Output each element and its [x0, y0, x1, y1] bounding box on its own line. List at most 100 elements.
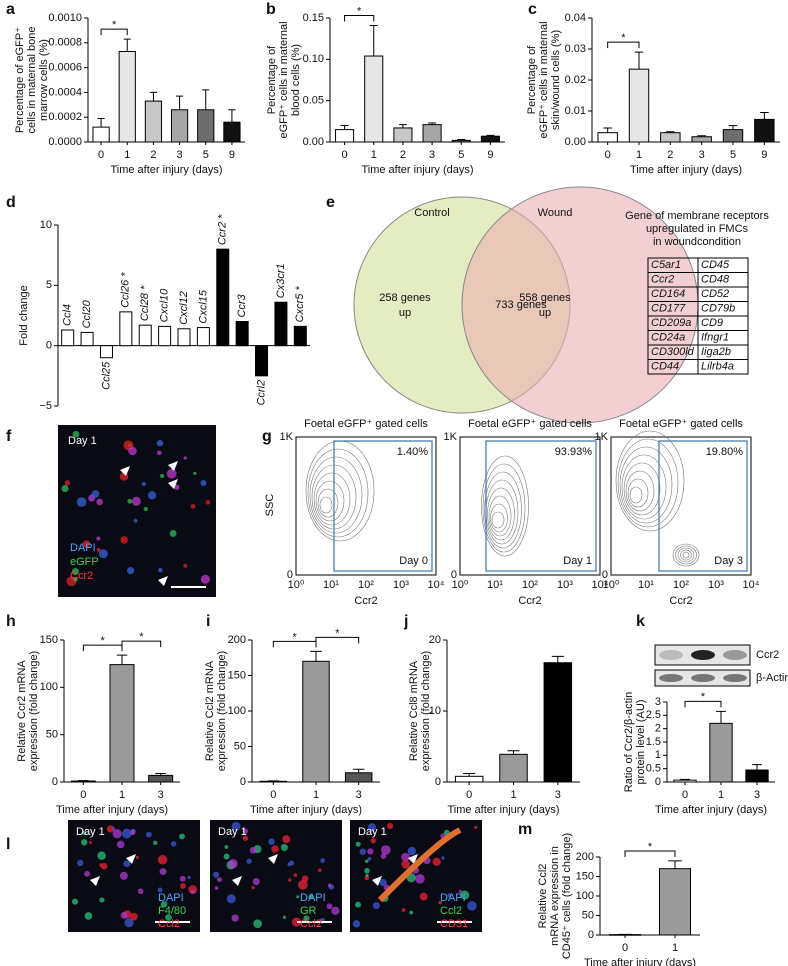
bar: [659, 868, 691, 936]
cell: [165, 914, 172, 921]
bar: [499, 753, 528, 783]
arrowhead: [408, 854, 418, 864]
bar: [92, 126, 110, 143]
x-axis-label: Time after injury (days): [630, 164, 742, 176]
cell: [242, 835, 249, 841]
x-axis-label: Time after injury (days): [584, 957, 696, 966]
contour: [629, 486, 643, 504]
y-tick-label: 0.0002: [48, 111, 82, 123]
y-axis-label: eGFP⁺ cells in maternal: [538, 21, 550, 138]
cell: [64, 480, 71, 486]
cell: [157, 855, 168, 865]
y-tick-label: 1: [655, 749, 661, 761]
bar: [274, 301, 288, 347]
panel-label: d: [6, 194, 16, 211]
panel-label: i: [206, 613, 210, 630]
cell: [301, 875, 309, 883]
cell: [91, 490, 100, 498]
panel-label: j: [403, 613, 408, 630]
y-tick-label: 0: [435, 776, 441, 788]
stain-label: CD31: [440, 918, 468, 930]
table-cell: CD24a: [651, 332, 685, 344]
bar: [543, 662, 573, 783]
cell: [200, 479, 207, 487]
stain-label: DAPI: [440, 892, 466, 904]
cell: [147, 491, 157, 500]
cell: [111, 827, 116, 831]
cell: [121, 828, 132, 839]
y-tick-label: 150: [576, 870, 594, 882]
cell: [441, 856, 445, 860]
cell: [327, 883, 332, 888]
bar: [170, 109, 189, 143]
cell: [157, 887, 163, 893]
x-tick-label: Cxcl15: [197, 289, 209, 324]
cell: [303, 915, 310, 922]
x-axis-label: Time after injury (days): [110, 164, 222, 176]
error-bar: [666, 131, 675, 133]
contour: [621, 454, 667, 520]
cell: [133, 518, 138, 523]
y-tick-label: 2.5: [646, 709, 661, 721]
y-tick-label: 0.05: [303, 95, 324, 107]
y-tick-label: 200: [576, 851, 594, 863]
significance-bracket: [100, 28, 128, 36]
cell: [96, 547, 101, 552]
error-bar: [369, 24, 378, 57]
panel-label: m: [518, 821, 532, 838]
y-axis-label: expression (fold change): [420, 651, 432, 771]
cell: [367, 856, 372, 861]
bar: [302, 660, 330, 783]
x-tick-label: 5: [203, 149, 209, 161]
flow-frame: [459, 436, 601, 576]
bar: [216, 248, 230, 347]
table-cell: CD9: [701, 317, 723, 329]
panel-label: a: [6, 1, 15, 18]
x-tick-label: 0: [80, 789, 86, 801]
cell: [372, 902, 380, 910]
stain-label: Ccl2: [440, 905, 462, 917]
venn-label: Wound: [538, 207, 573, 219]
cell: [282, 915, 286, 919]
error-bar: [149, 91, 157, 102]
cell: [124, 918, 134, 928]
significance-label: *: [357, 5, 362, 17]
cell: [293, 873, 298, 877]
flow-title: Foetal eGFP⁺ gated cells: [468, 418, 592, 430]
flow-x-tick: 10³: [708, 579, 724, 591]
x-tick-label: Ccrl2: [255, 380, 267, 406]
cell: [166, 468, 177, 479]
contour: [481, 455, 529, 557]
y-tick-label: 0.03: [565, 43, 586, 55]
x-axis-label: Time after injury (days): [56, 804, 168, 816]
cell: [123, 860, 131, 868]
x-tick-label: 1: [119, 789, 125, 801]
y-axis-label: Relative Ccl2 mRNA: [204, 660, 216, 761]
cell: [190, 503, 196, 509]
bar: [197, 109, 215, 143]
cell: [268, 838, 275, 845]
x-tick-label: 1: [636, 149, 642, 161]
bar: [628, 68, 650, 143]
cell: [401, 908, 406, 912]
stain-label: F4/80: [158, 905, 186, 917]
flow-x-tick: 10¹: [487, 579, 503, 591]
y-axis-label: protein level (AU): [635, 700, 647, 785]
cell: [419, 892, 428, 901]
error-bar: [760, 112, 769, 120]
cell: [174, 484, 180, 490]
y-tick-label: 1.5: [646, 736, 661, 748]
contour: [677, 547, 695, 563]
contour: [309, 456, 363, 534]
cell: [71, 898, 79, 905]
flow-title: Foetal eGFP⁺ gated cells: [304, 418, 428, 430]
contour: [319, 496, 333, 514]
cell: [141, 481, 146, 486]
cell: [407, 846, 417, 856]
bar: [422, 124, 442, 143]
bar: [99, 345, 113, 359]
stain-label: eGFP: [70, 556, 99, 568]
table-cell: CD300ld: [651, 346, 695, 358]
x-tick-label: 5: [458, 149, 464, 161]
y-tick-label: 150: [40, 634, 58, 646]
